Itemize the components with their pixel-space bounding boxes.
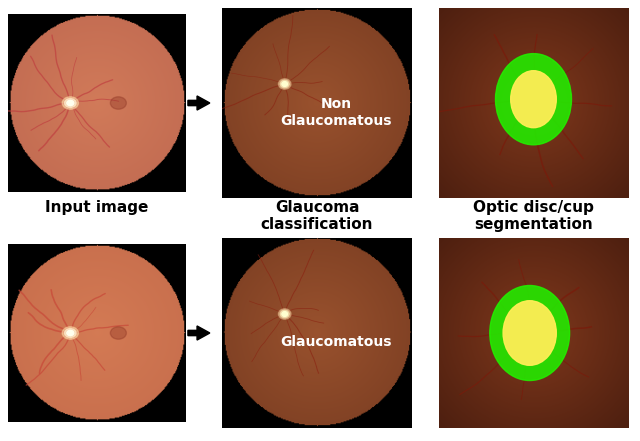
Ellipse shape <box>110 97 126 109</box>
Ellipse shape <box>278 79 291 89</box>
Ellipse shape <box>503 301 556 365</box>
Text: Glaucomatous: Glaucomatous <box>280 336 392 350</box>
Text: Non
Glaucomatous: Non Glaucomatous <box>280 97 392 127</box>
Ellipse shape <box>280 310 289 318</box>
Ellipse shape <box>62 97 78 109</box>
Ellipse shape <box>65 329 76 337</box>
Text: Input image: Input image <box>45 200 148 215</box>
Ellipse shape <box>495 54 572 145</box>
Ellipse shape <box>67 330 74 336</box>
Ellipse shape <box>110 327 126 339</box>
Text: Glaucoma
classification: Glaucoma classification <box>260 200 373 232</box>
Ellipse shape <box>511 71 556 128</box>
Ellipse shape <box>282 312 287 316</box>
Ellipse shape <box>62 327 78 339</box>
Ellipse shape <box>282 82 287 86</box>
Text: Optic disc/cup
segmentation: Optic disc/cup segmentation <box>473 200 594 232</box>
Ellipse shape <box>278 309 291 319</box>
Ellipse shape <box>280 80 289 88</box>
Ellipse shape <box>67 101 74 106</box>
Ellipse shape <box>65 98 76 108</box>
Ellipse shape <box>490 285 570 381</box>
